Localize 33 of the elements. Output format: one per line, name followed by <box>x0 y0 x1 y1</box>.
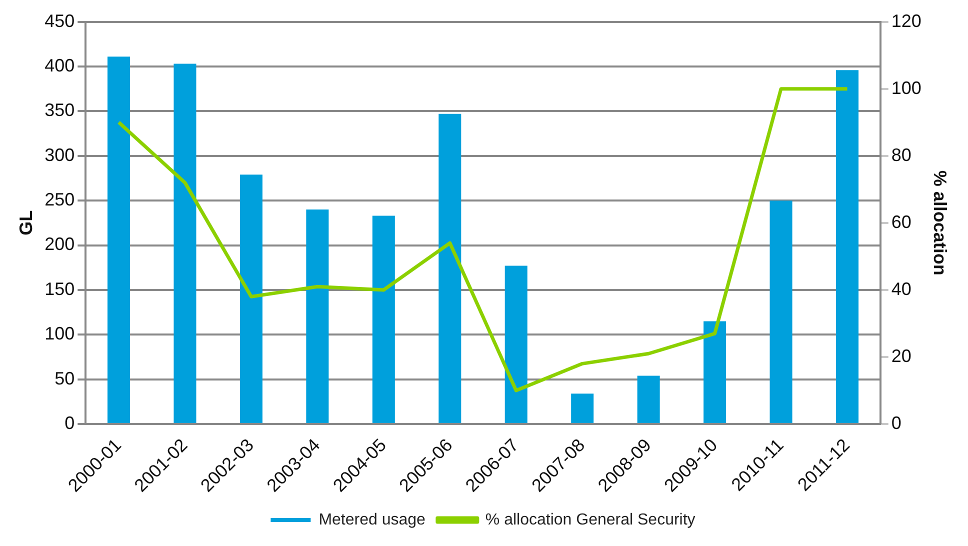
y-tick-label: 100 <box>44 324 75 344</box>
y-tick-label: 400 <box>44 55 75 76</box>
bar <box>836 70 859 424</box>
bar <box>571 394 594 424</box>
y-tick-label: 0 <box>64 412 75 433</box>
y-tick-label: 350 <box>44 100 75 120</box>
bar <box>637 376 660 424</box>
y-tick-label: 150 <box>44 278 75 299</box>
y-axis-title: GL <box>16 210 36 236</box>
bar <box>174 64 196 424</box>
bar <box>504 266 528 424</box>
y-tick-label: 300 <box>44 144 75 165</box>
bar <box>704 321 726 424</box>
y2-tick-label: 120 <box>891 10 922 31</box>
bar <box>372 216 395 424</box>
legend-label: Metered usage <box>318 511 426 528</box>
bar <box>107 56 130 424</box>
y-tick-label: 200 <box>44 234 75 254</box>
y-tick-label: 250 <box>44 190 75 210</box>
y2-axis-title: % allocation <box>930 170 950 276</box>
y2-tick-label: 80 <box>891 144 912 165</box>
y-tick-label: 50 <box>54 368 75 388</box>
bar <box>306 210 329 424</box>
y2-tick-label: 40 <box>891 278 912 299</box>
bar <box>240 174 262 424</box>
y2-tick-label: 0 <box>891 412 902 433</box>
y2-tick-label: 20 <box>891 346 912 366</box>
legend-label: % allocation General Security <box>485 511 696 528</box>
y-tick-label: 450 <box>44 10 75 31</box>
y2-tick-label: 60 <box>891 212 912 232</box>
bar <box>438 114 462 424</box>
y2-tick-label: 100 <box>891 78 922 98</box>
bar <box>770 200 792 424</box>
